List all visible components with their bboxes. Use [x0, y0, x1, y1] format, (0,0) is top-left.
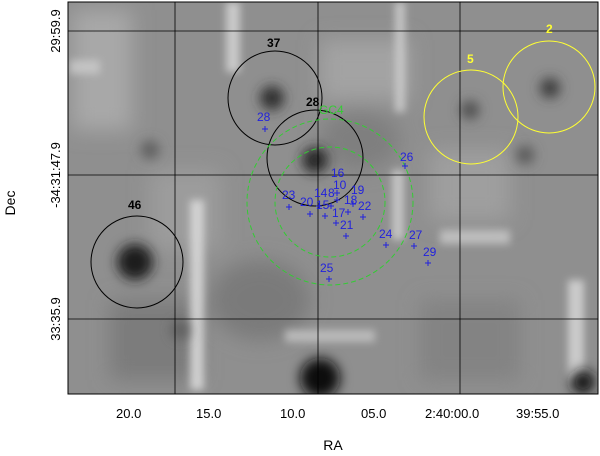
region-circle-28 — [266, 109, 364, 207]
source-label: 15 — [316, 198, 330, 212]
x-axis-title: RA — [323, 437, 343, 453]
sky-image — [68, 2, 598, 394]
x-tick-labels: 20.0 15.0 10.0 05.0 2:40:00.0 39:55.0 — [116, 406, 559, 421]
coordinate-grid — [68, 2, 598, 394]
y-tick-label: 29:59.9 — [48, 9, 63, 52]
source-label: 24 — [379, 227, 393, 241]
x-tick-label: 10.0 — [280, 406, 305, 421]
source-label: 25 — [320, 261, 334, 275]
cluster-label-gc4: GC4 — [319, 103, 344, 117]
source-label: 16 — [331, 166, 345, 180]
source-labels: 28 26 16 10 19 23 14 8 20 15 18 22 17 21… — [257, 110, 437, 275]
x-tick-label: 2:40:00.0 — [425, 406, 479, 421]
source-label: 18 — [344, 193, 358, 207]
y-axis-title: Dec — [2, 191, 18, 216]
y-tick-label: -34:31:47.9 — [48, 142, 63, 208]
source-label: 28 — [257, 110, 271, 124]
source-label: 27 — [409, 228, 423, 242]
source-label: 23 — [282, 188, 296, 202]
source-label: 20 — [300, 195, 314, 209]
x-tick-label: 20.0 — [116, 406, 141, 421]
x-tick-label: 05.0 — [361, 406, 386, 421]
source-markers — [262, 126, 431, 282]
region-label-46: 46 — [128, 198, 142, 212]
x-tick-label: 15.0 — [196, 406, 221, 421]
region-circle-5 — [423, 69, 519, 165]
region-circles — [90, 40, 596, 309]
y-tick-labels: 29:59.9 -34:31:47.9 33:35.9 — [48, 9, 63, 340]
x-tick-label: 39:55.0 — [516, 406, 559, 421]
source-label: 8 — [328, 186, 335, 200]
source-label: 29 — [423, 245, 437, 259]
gc4-inner-circle — [274, 146, 386, 258]
region-label-5: 5 — [467, 52, 474, 66]
source-label: 10 — [333, 178, 347, 192]
region-circle-2 — [502, 40, 596, 134]
y-tick-label: 33:35.9 — [48, 297, 63, 340]
plot-frame — [67, 1, 599, 395]
source-label: 26 — [400, 150, 414, 164]
region-circle-37 — [227, 50, 323, 146]
region-label-2: 2 — [546, 22, 553, 36]
source-label: 14 — [314, 186, 328, 200]
source-label: 22 — [358, 199, 372, 213]
region-circle-46 — [90, 215, 184, 309]
region-label-28: 28 — [306, 95, 320, 109]
gc4-outer-circle — [246, 118, 414, 286]
source-label: 21 — [340, 218, 354, 232]
source-label: 19 — [351, 183, 365, 197]
region-label-37: 37 — [267, 36, 281, 50]
source-label: 17 — [332, 206, 346, 220]
